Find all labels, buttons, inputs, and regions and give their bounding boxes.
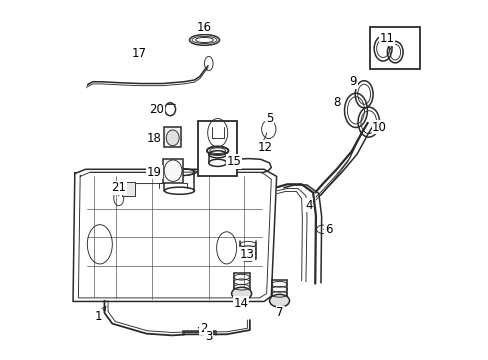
Text: 16: 16 [197, 21, 212, 33]
Text: 10: 10 [371, 121, 386, 134]
Text: 12: 12 [257, 141, 272, 154]
Text: 3: 3 [204, 330, 212, 343]
Text: 19: 19 [147, 166, 162, 179]
Text: 1: 1 [95, 310, 102, 323]
Bar [198, 121, 237, 176]
Text: 5: 5 [265, 112, 273, 125]
Text: 11: 11 [379, 32, 394, 45]
Polygon shape [73, 169, 276, 301]
Text: 8: 8 [333, 96, 340, 109]
Text: 15: 15 [226, 155, 241, 168]
Ellipse shape [269, 294, 289, 307]
Text: 7: 7 [276, 306, 284, 319]
Ellipse shape [166, 130, 179, 146]
Text: 2: 2 [199, 322, 207, 335]
Text: 4: 4 [305, 198, 312, 212]
Bar [164, 127, 181, 147]
Text: 13: 13 [240, 248, 254, 261]
Text: 14: 14 [233, 297, 248, 310]
Bar [163, 158, 183, 183]
Text: 17: 17 [131, 47, 146, 60]
Text: 21: 21 [111, 181, 126, 194]
Bar [369, 27, 419, 68]
Text: 20: 20 [149, 103, 164, 116]
Text: 18: 18 [147, 132, 162, 145]
Text: 9: 9 [349, 75, 356, 88]
Text: 6: 6 [324, 223, 331, 236]
Bar [122, 182, 135, 196]
Ellipse shape [231, 287, 251, 300]
